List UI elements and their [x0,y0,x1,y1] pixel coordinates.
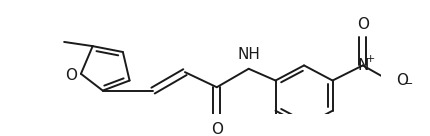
Text: +: + [366,54,375,64]
Text: N: N [357,58,369,73]
Text: O: O [211,122,223,136]
Text: O: O [357,17,369,32]
Text: O: O [396,73,408,88]
Text: NH: NH [237,47,260,62]
Text: −: − [403,79,413,89]
Text: O: O [65,68,77,83]
